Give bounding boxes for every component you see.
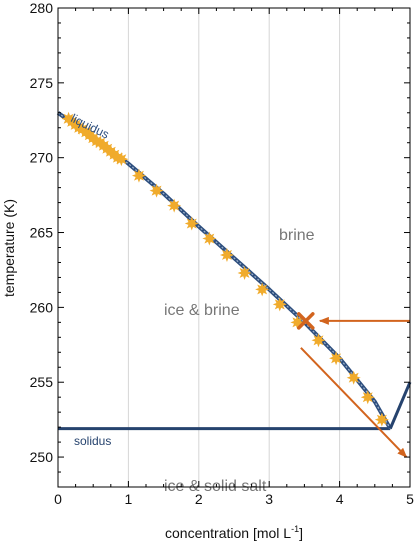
solidus-label: solidus [74,434,111,448]
y-tick-label: 265 [30,225,54,241]
x-axis-label: concentration [mol L-1] [165,524,303,541]
data-point [311,333,326,348]
x-tick-label: 3 [265,491,273,507]
y-tick-label: 270 [30,150,54,166]
data-point [131,168,146,183]
data-point [255,282,270,297]
data-point [360,390,375,405]
x-tick-label: 1 [125,491,133,507]
y-tick-label: 260 [30,299,54,315]
x-tick-label: 2 [195,491,203,507]
x-tick-label: 0 [54,491,62,507]
data-point [219,247,234,262]
grid-lines [127,8,341,487]
data-point [184,216,199,231]
data-point [237,265,252,280]
y-axis-label: temperature (K) [1,199,17,297]
arrow-out [300,347,408,458]
cross-marker-stroke [297,312,315,330]
liquidus-line-highlight [57,112,391,429]
region-label-brine: brine [279,227,315,244]
y-tick-label: 255 [30,374,54,390]
y-tick-label: 275 [30,75,54,91]
x-tick-label: 5 [406,491,414,507]
region-label-ice-and-brine: ice & brine [164,302,240,319]
data-point [167,198,182,213]
data-point [329,351,344,366]
plot-frame [57,7,411,488]
data-point [374,412,389,427]
data-point [149,183,164,198]
data-point [272,297,287,312]
data-point [114,152,129,167]
data-layer [56,111,412,458]
axes: concentration [mol L-1] temperature (K) … [1,0,414,541]
liquidus-line [56,111,393,430]
y-tick-label: 250 [30,449,54,465]
salt-liquidus-line [388,381,412,430]
x-tick-label: 4 [336,491,344,507]
data-point [202,231,217,246]
data-point [346,370,361,385]
y-tick-label: 280 [30,0,54,16]
